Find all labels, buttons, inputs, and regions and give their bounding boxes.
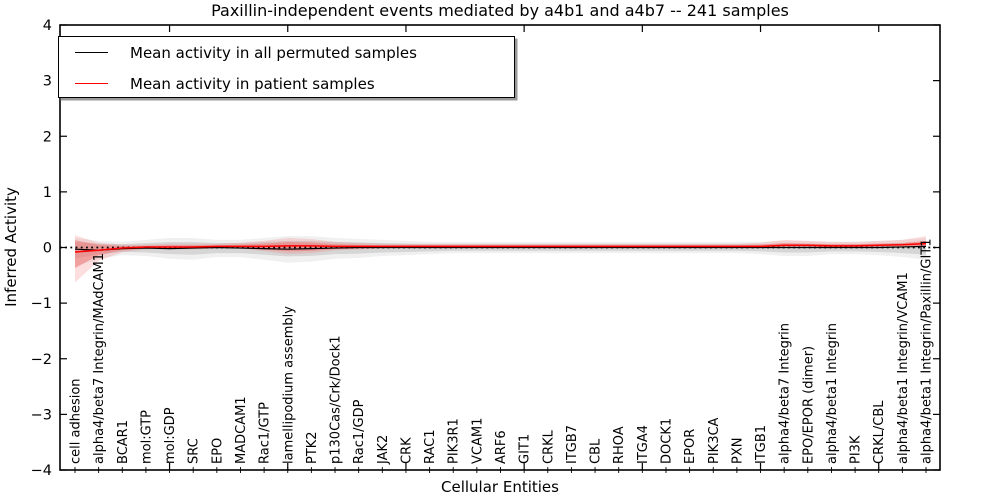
x-tick-label: CRKL/CBL [872,400,887,464]
x-tick-label: PIK3R1 [447,418,462,464]
x-tick-label: PXN [730,438,745,464]
x-tick-label: alpha4/beta1 Integrin/Paxillin/GIT1 [920,238,935,464]
patient-mean-line [74,242,927,253]
x-tick-label: ITGA4 [636,425,651,464]
permuted-line-sample [75,52,108,53]
x-tick-label: mol:GDP [163,407,178,464]
x-tick-label: CRKL [541,429,556,464]
x-tick-label: BCAR1 [116,420,131,464]
x-tick-label: RAC1 [423,429,438,464]
y-tick-label: 0 [43,241,52,257]
x-tick-label: EPO [210,438,225,464]
x-axis-label: Cellular Entities [441,478,559,496]
x-tick-label: JAK2 [376,435,391,465]
x-tick-label: mol:GTP [139,410,154,464]
x-tick-label: PI3K [849,435,864,464]
x-tick-label: MADCAM1 [234,396,249,464]
x-tick-label: CRK [399,437,414,464]
x-tick-label: lamellipodium assembly [281,306,296,464]
x-tick-label: EPO/EPOR (dimer) [801,346,816,464]
x-tick-label: Rac1/GTP [258,402,273,464]
x-tick-label: ITGB7 [565,425,580,464]
x-tick-label: CBL [589,438,604,464]
x-tick-label: EPOR [683,429,698,464]
x-tick-label: Rac1/GDP [352,399,367,464]
legend-entry-permuted: Mean activity in all permuted samples [59,37,514,68]
y-tick-label: 2 [43,129,52,145]
legend-entry-label: Mean activity in patient samples [130,74,375,93]
y-tick-label: 4 [43,18,52,34]
y-tick-label: 3 [43,74,52,90]
x-tick-label: GIT1 [518,434,533,464]
x-tick-label: ARF6 [494,430,509,464]
x-tick-label: DOCK1 [659,418,674,464]
x-tick-label: SRC [187,438,202,464]
legend-entry-patient: Mean activity in patient samples [59,68,514,99]
y-axis-label: Inferred Activity [2,187,20,307]
x-tick-label: cell adhesion [69,378,84,464]
y-tick-label: 1 [43,185,52,201]
x-tick-label: alpha4/beta7 Integrin/MAdCAM1 [92,253,107,464]
permuted-range-band [75,236,926,267]
x-tick-label: alpha4/beta1 Integrin [825,323,840,464]
legend-entry-label: Mean activity in all permuted samples [130,43,417,62]
x-tick-label: VCAM1 [470,418,485,464]
chart-title: Paxillin-independent events mediated by … [211,1,789,20]
permuted-mean-line [74,245,927,251]
x-tick-label: alpha4/beta7 Integrin [778,323,793,464]
x-tick-label: PIK3CA [707,417,722,464]
x-tick-label: p130Cas/Crk/Dock1 [329,335,344,464]
y-tick-label: −3 [31,407,52,423]
y-tick-label: −4 [31,463,52,479]
x-tick-label: RHOA [612,426,627,464]
patient-line-sample [75,83,108,84]
x-tick-label: alpha4/beta1 Integrin/VCAM1 [896,272,911,464]
x-tick-label: ITGB1 [754,425,769,464]
legend: Mean activity in all permuted samples Me… [58,36,515,98]
y-tick-label: −2 [31,352,52,368]
y-tick-label: −1 [31,296,52,312]
x-tick-label: PTK2 [305,431,320,464]
